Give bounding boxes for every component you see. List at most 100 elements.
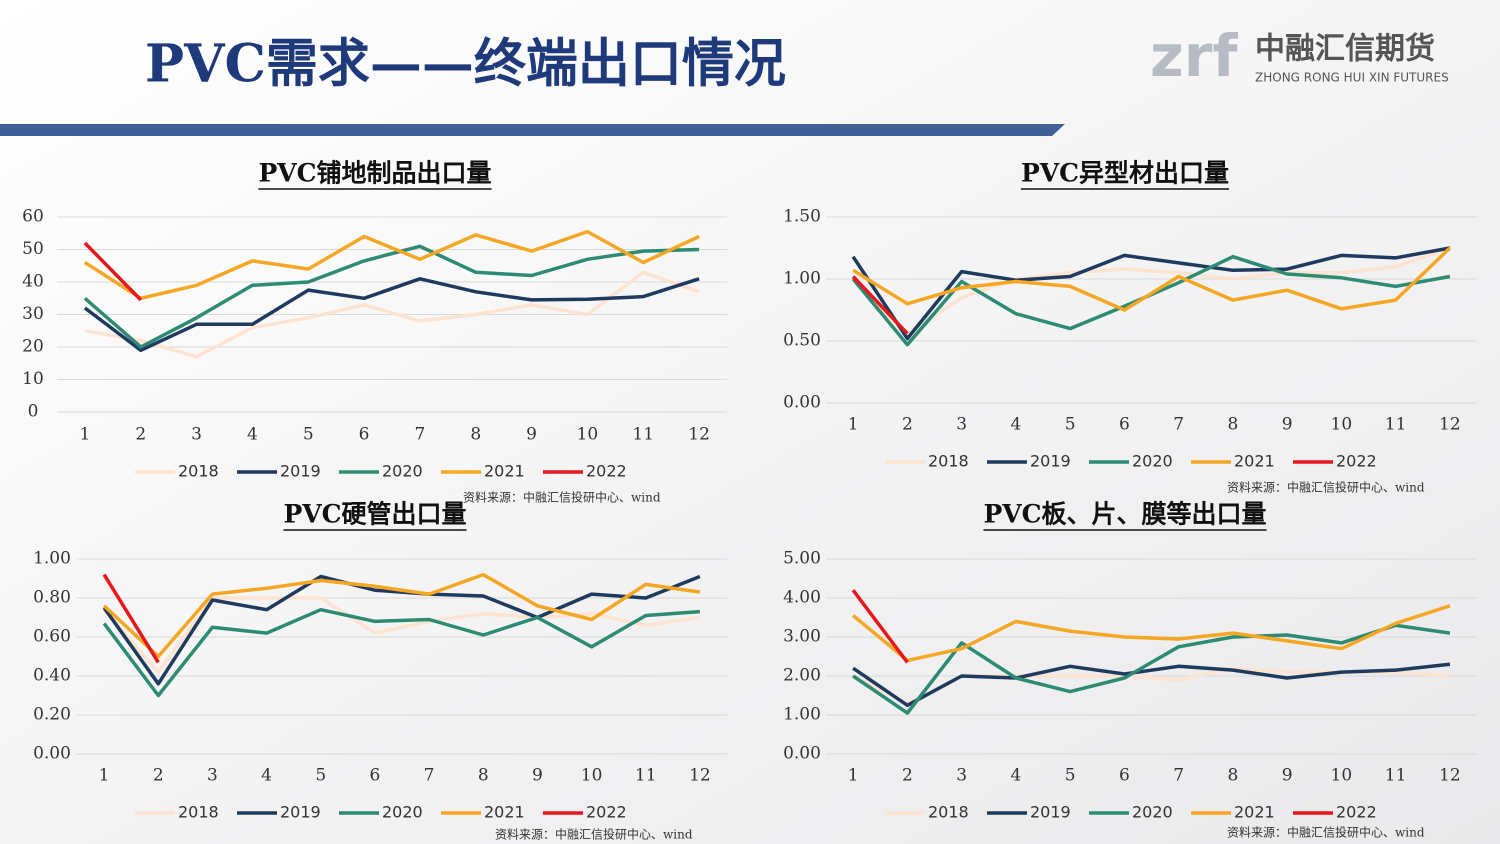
y-tick-label: 0.40	[33, 666, 71, 686]
x-tick-label: 3	[956, 415, 967, 435]
page-title: PVC需求——终端出口情况	[145, 34, 786, 95]
y-tick-label: 5.00	[783, 549, 821, 569]
x-tick-label: 1	[848, 766, 859, 786]
x-tick-label: 12	[1439, 415, 1461, 435]
chart-title: PVC异型材出口量	[1021, 159, 1229, 188]
series-line	[83, 241, 143, 302]
x-tick-label: 8	[478, 766, 489, 786]
y-tick-label: 1.00	[783, 705, 821, 725]
x-tick-label: 7	[424, 766, 435, 786]
y-tick-label: 20	[22, 337, 44, 357]
chart-title: PVC板、片、膜等出口量	[983, 500, 1266, 529]
logo-mark: zrf	[1150, 22, 1238, 90]
series-line	[851, 604, 1451, 663]
series-line	[851, 275, 909, 335]
x-tick-label: 10	[581, 766, 603, 786]
logo-en: ZHONG RONG HUI XIN FUTURES	[1255, 71, 1449, 85]
legend-label: 2020	[382, 803, 423, 822]
x-tick-label: 7	[415, 425, 426, 445]
x-tick-label: 1	[99, 766, 110, 786]
series-line	[102, 574, 701, 686]
x-tick-label: 4	[1010, 415, 1021, 435]
series-line	[852, 246, 1452, 312]
y-tick-label: 0.20	[33, 705, 71, 725]
legend-label: 2022	[1336, 803, 1377, 822]
header-bar	[0, 124, 1065, 136]
y-tick-label: 40	[22, 272, 44, 292]
legend-label: 2021	[1234, 452, 1275, 471]
legend-label: 2020	[382, 462, 423, 481]
legend-label: 2019	[280, 462, 321, 481]
y-tick-label: 60	[22, 207, 44, 227]
chart-title: PVC硬管出口量	[283, 500, 466, 529]
series-line	[851, 246, 1451, 337]
x-tick-label: 10	[1331, 766, 1353, 786]
x-tick-label: 12	[1439, 766, 1461, 786]
x-tick-label: 8	[1227, 415, 1238, 435]
legend-label: 2019	[1030, 803, 1071, 822]
source-note: 资料来源：中融汇信投研中心、wind	[1227, 480, 1425, 495]
x-tick-label: 7	[1173, 766, 1184, 786]
x-tick-label: 9	[526, 425, 537, 445]
y-tick-label: 0.50	[783, 331, 821, 351]
x-tick-label: 2	[902, 766, 913, 786]
legend-label: 2021	[484, 462, 525, 481]
series-line	[83, 229, 700, 301]
x-tick-label: 9	[532, 766, 543, 786]
x-tick-label: 5	[315, 766, 326, 786]
y-tick-label: 0.00	[783, 744, 821, 764]
x-tick-label: 9	[1282, 415, 1293, 435]
x-tick-label: 9	[1282, 766, 1293, 786]
x-tick-label: 11	[1385, 415, 1407, 435]
legend-label: 2019	[1030, 452, 1071, 471]
x-tick-label: 1	[848, 415, 859, 435]
series-line	[852, 662, 1451, 708]
legend-label: 2020	[1132, 452, 1173, 471]
x-tick-label: 10	[577, 425, 599, 445]
y-tick-label: 10	[22, 369, 44, 389]
x-tick-label: 11	[1385, 766, 1407, 786]
y-tick-label: 3.00	[783, 627, 821, 647]
series-line	[102, 607, 701, 698]
series-line	[83, 244, 700, 349]
series-line	[102, 573, 160, 664]
x-tick-label: 1	[80, 425, 91, 445]
y-tick-label: 0	[28, 402, 39, 422]
y-tick-label: 0.80	[33, 588, 71, 608]
legend-label: 2021	[484, 803, 525, 822]
x-tick-label: 12	[689, 766, 711, 786]
y-tick-label: 50	[22, 239, 44, 259]
legend-label: 2019	[280, 803, 321, 822]
series-line	[83, 277, 700, 353]
x-tick-label: 3	[207, 766, 218, 786]
source-note: 资料来源：中融汇信投研中心、wind	[1227, 825, 1425, 840]
x-tick-label: 4	[1010, 766, 1021, 786]
x-tick-label: 8	[1227, 766, 1238, 786]
legend-label: 2022	[1336, 452, 1377, 471]
x-tick-label: 7	[1173, 415, 1184, 435]
x-tick-label: 11	[632, 425, 654, 445]
x-tick-label: 11	[635, 766, 657, 786]
x-tick-label: 4	[247, 425, 258, 445]
x-tick-label: 3	[191, 425, 202, 445]
legend-label: 2021	[1234, 803, 1275, 822]
x-tick-label: 6	[370, 766, 381, 786]
y-tick-label: 1.50	[783, 207, 821, 227]
series-line	[852, 623, 1451, 715]
series-line	[102, 572, 701, 659]
x-tick-label: 4	[261, 766, 272, 786]
x-tick-label: 2	[135, 425, 146, 445]
x-tick-label: 5	[1065, 415, 1076, 435]
series-line	[84, 270, 700, 359]
chart-title: PVC铺地制品出口量	[258, 159, 491, 188]
x-tick-label: 5	[303, 425, 314, 445]
source-note: 资料来源：中融汇信投研中心、wind	[495, 827, 693, 842]
y-tick-label: 0.00	[33, 744, 71, 764]
y-tick-label: 4.00	[783, 588, 821, 608]
legend-label: 2018	[178, 462, 219, 481]
x-tick-label: 5	[1065, 766, 1076, 786]
x-tick-label: 6	[1119, 415, 1130, 435]
legend-label: 2022	[586, 462, 627, 481]
y-tick-label: 1.00	[783, 269, 821, 289]
